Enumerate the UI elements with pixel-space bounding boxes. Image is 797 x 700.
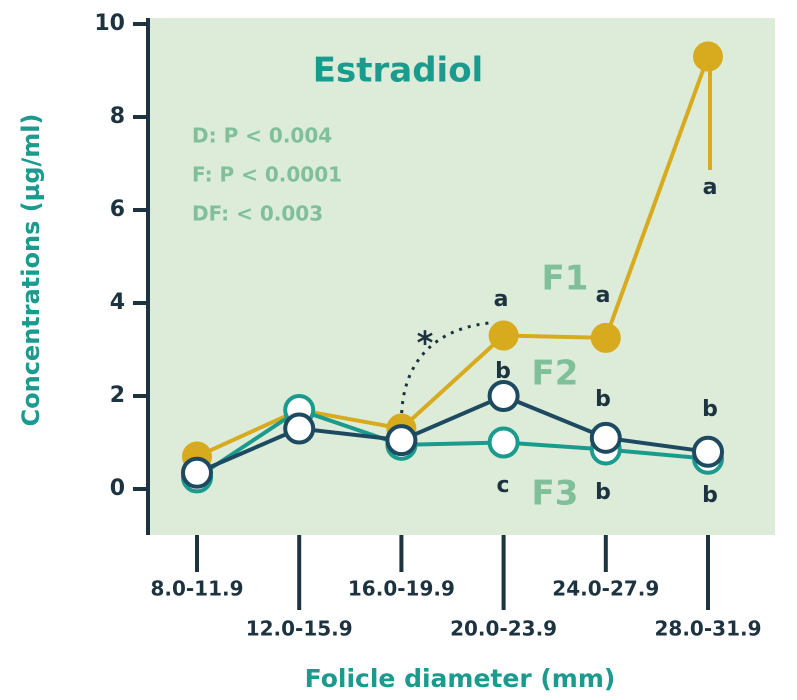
letter-annotation: b <box>595 480 611 505</box>
stats-text: D: P < 0.004 <box>192 124 332 148</box>
y-tick-label: 10 <box>94 11 125 36</box>
letter-annotation: a <box>703 175 718 200</box>
letter-annotation: b <box>495 359 511 384</box>
x-tick-label: 16.0-19.9 <box>348 577 455 601</box>
data-point <box>487 426 520 459</box>
data-point <box>590 322 621 353</box>
x-tick-label: 12.0-15.9 <box>246 617 353 641</box>
x-axis-label: Folicle diameter (mm) <box>305 664 616 693</box>
stats-text: F: P < 0.0001 <box>192 163 342 187</box>
series-label: F2 <box>532 354 579 394</box>
data-point <box>385 424 418 457</box>
y-tick-label: 2 <box>110 383 125 408</box>
series-line <box>195 407 709 480</box>
data-point <box>488 320 519 351</box>
series-line <box>196 393 709 475</box>
stats-text: DF: < 0.003 <box>192 202 323 226</box>
y-tick-label: 8 <box>110 104 125 129</box>
series-label: F1 <box>542 259 589 299</box>
y-tick-label: 4 <box>110 290 125 315</box>
letter-annotation: a <box>596 283 611 308</box>
chart-title: Estradiol <box>313 51 483 91</box>
x-tick-label: 24.0-27.9 <box>552 577 659 601</box>
x-tick-label: 28.0-31.9 <box>655 617 762 641</box>
data-point <box>589 421 622 454</box>
x-tick-label: 8.0-11.9 <box>150 577 243 601</box>
letter-annotation: b <box>702 483 718 508</box>
data-point <box>181 456 213 489</box>
x-tick-label: 20.0-23.9 <box>450 617 557 641</box>
letter-annotation: b <box>595 387 611 412</box>
y-tick-label: 6 <box>110 197 125 222</box>
data-point <box>692 435 724 468</box>
significance-mark: * <box>417 324 434 362</box>
data-point <box>283 412 316 445</box>
series-label: F3 <box>532 474 579 514</box>
letter-annotation: b <box>702 397 718 422</box>
data-point <box>487 380 520 412</box>
y-tick-label: 0 <box>110 476 125 501</box>
letter-annotation: c <box>496 473 509 498</box>
letter-annotation: a <box>494 287 509 312</box>
y-axis-label: Concentrations (µg/ml) <box>17 114 45 427</box>
data-point <box>693 41 723 72</box>
series-line <box>196 55 710 459</box>
